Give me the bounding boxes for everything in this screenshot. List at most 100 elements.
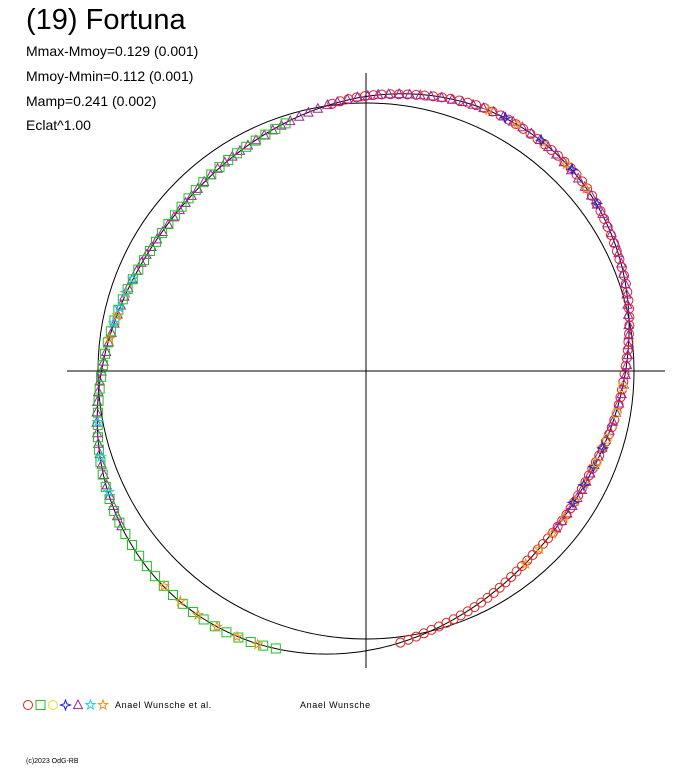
- data-point-1-81: [585, 189, 597, 200]
- data-point-0-2: [343, 94, 354, 105]
- data-point-4-4: [558, 511, 571, 523]
- data-point-1-2: [107, 499, 119, 510]
- data-point-1-91: [621, 288, 632, 299]
- data-point-1-41: [219, 156, 231, 167]
- data-point-10-3: [566, 495, 580, 509]
- data-point-8-1: [94, 450, 107, 463]
- data-point-1-59: [383, 88, 394, 99]
- data-point-0-88: [500, 577, 511, 588]
- data-point-2-48: [198, 177, 209, 188]
- reference-circle: [97, 102, 635, 640]
- data-point-0-45: [620, 278, 631, 289]
- data-point-1-63: [425, 90, 437, 101]
- data-point-2-22: [93, 444, 104, 455]
- legend-label-observer: Anael Wunsche: [300, 700, 371, 710]
- data-point-2-47: [190, 185, 201, 196]
- data-point-5-2: [210, 620, 223, 632]
- data-point-1-14: [94, 375, 106, 386]
- data-point-1-28: [141, 248, 152, 259]
- data-point-1-56: [352, 91, 363, 102]
- data-point-0-57: [618, 376, 629, 387]
- data-point-2-23: [92, 432, 103, 443]
- data-point-1-5: [98, 468, 110, 479]
- data-point-0-89: [494, 582, 505, 593]
- data-point-2-51: [223, 155, 234, 166]
- data-point-0-48: [624, 303, 635, 314]
- data-point-2-35: [117, 294, 128, 305]
- data-point-1-95: [623, 329, 635, 340]
- data-point-2-57: [280, 118, 291, 129]
- data-point-2-16: [114, 517, 125, 528]
- data-point-1-114: [567, 499, 578, 510]
- data-point-9-1: [534, 133, 548, 147]
- stat-eclat: Eclat^1.00: [26, 117, 91, 133]
- data-point-1-48: [276, 119, 287, 130]
- data-point-1-38: [198, 175, 210, 186]
- data-point-1-69: [488, 105, 499, 117]
- data-point-10-2: [577, 478, 591, 492]
- data-point-7-0: [107, 316, 120, 328]
- data-point-1-96: [623, 339, 634, 350]
- data-point-1-72: [517, 121, 528, 132]
- data-point-1-99: [620, 368, 631, 379]
- data-point-1-15: [96, 365, 107, 376]
- data-point-1-88: [615, 257, 627, 268]
- data-point-1-76: [550, 148, 562, 159]
- data-point-5-3: [191, 608, 204, 621]
- data-point-4-1: [588, 459, 601, 472]
- data-point-1-52: [312, 102, 324, 113]
- data-point-9-0: [498, 111, 512, 124]
- data-point-0-47: [623, 295, 634, 306]
- data-point-2-20: [97, 469, 108, 480]
- data-point-2-52: [232, 148, 243, 159]
- data-point-2-1: [258, 640, 269, 651]
- data-point-10-1: [587, 460, 601, 474]
- stat-mmax-mmoy: Mmax-Mmoy=0.129 (0.001): [26, 43, 199, 59]
- data-point-0-90: [488, 587, 499, 598]
- data-point-0-53: [622, 345, 633, 356]
- data-point-1-90: [619, 278, 631, 289]
- data-point-2-44: [169, 210, 180, 221]
- copyright-footer: (c)2023 OdG-RB: [26, 758, 79, 765]
- data-point-10-0: [596, 441, 610, 455]
- data-point-11-2: [602, 433, 613, 444]
- data-point-5-5: [157, 579, 171, 592]
- data-point-5-1: [230, 630, 244, 642]
- data-point-7-3: [126, 272, 139, 284]
- data-point-1-19: [106, 326, 117, 337]
- data-point-2-4: [221, 627, 232, 638]
- data-point-2-42: [157, 227, 168, 238]
- data-point-1-61: [404, 88, 416, 99]
- data-point-2-54: [250, 135, 261, 146]
- legend-symbol-0: [23, 700, 33, 710]
- data-point-1-93: [622, 308, 634, 319]
- data-point-0-5: [368, 90, 379, 101]
- data-point-1-94: [623, 318, 634, 330]
- data-point-4-6: [533, 542, 546, 555]
- data-point-1-30: [151, 233, 163, 244]
- data-point-2-55: [260, 129, 271, 140]
- data-point-1-71: [507, 115, 519, 126]
- legend-symbol-3: [58, 698, 73, 712]
- data-point-8-0: [102, 485, 115, 498]
- data-point-9-2: [565, 162, 579, 176]
- data-point-0-83: [527, 550, 538, 561]
- stat-mmoy-mmin: Mmoy-Mmin=0.112 (0.001): [26, 68, 194, 84]
- fit-curve: [96, 93, 630, 655]
- data-point-1-62: [414, 89, 426, 100]
- data-point-2-6: [198, 614, 209, 625]
- data-point-2-27: [94, 383, 105, 394]
- data-point-0-85: [516, 561, 527, 572]
- data-point-1-108: [593, 450, 604, 461]
- data-point-8-2: [91, 415, 104, 428]
- data-points: [91, 88, 635, 654]
- data-point-2-40: [144, 245, 155, 256]
- data-point-1-104: [607, 415, 619, 426]
- data-point-0-92: [476, 597, 487, 608]
- legend-symbol-6: [96, 698, 110, 711]
- data-point-4-0: [596, 441, 609, 454]
- data-point-1-102: [613, 397, 625, 408]
- data-point-2-50: [214, 162, 225, 173]
- data-point-1-8: [92, 437, 104, 448]
- data-point-0-93: [469, 602, 480, 613]
